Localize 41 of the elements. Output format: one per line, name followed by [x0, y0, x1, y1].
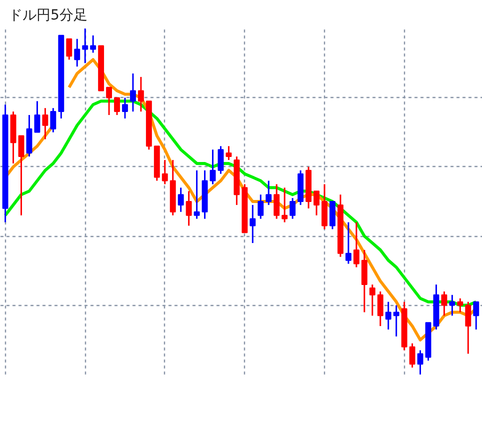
candlestick — [274, 183, 280, 220]
candlestick — [122, 96, 128, 120]
candlestick — [66, 38, 72, 60]
candlestick — [457, 298, 464, 313]
candlestick — [50, 107, 56, 134]
candlestick — [282, 186, 288, 224]
candlestick — [138, 76, 144, 112]
candlestick — [82, 28, 88, 64]
candlestick — [449, 294, 456, 316]
candlestick — [290, 197, 296, 220]
candlestick — [186, 190, 192, 226]
candlestick — [210, 148, 216, 185]
candlestick — [42, 107, 48, 140]
candlestick — [345, 222, 352, 265]
candlestick — [377, 290, 384, 327]
candlestick — [194, 170, 200, 220]
candlestick — [465, 301, 472, 354]
candlestick — [314, 190, 320, 216]
candlestick — [114, 96, 120, 116]
candlestick — [218, 145, 224, 175]
candlestick — [226, 145, 232, 161]
candlestick — [130, 72, 136, 112]
candlestick — [162, 159, 168, 185]
candlestick — [417, 350, 424, 374]
candlestick — [473, 301, 480, 330]
candlestick — [178, 186, 184, 213]
candlestick — [258, 194, 264, 220]
candlestick — [266, 180, 272, 206]
candlestick — [409, 342, 416, 368]
candlestick — [106, 86, 112, 116]
candlestick — [369, 284, 376, 316]
candlestick — [90, 34, 96, 54]
chart-title: ドル円5分足 — [8, 8, 88, 24]
candlestick — [393, 304, 400, 338]
candlestick — [18, 135, 24, 216]
candlestick — [385, 301, 392, 330]
candlestick — [441, 290, 448, 316]
candlestick — [34, 100, 40, 134]
candlestick — [353, 222, 360, 268]
candlestick — [250, 204, 256, 244]
candlestick — [74, 38, 80, 68]
